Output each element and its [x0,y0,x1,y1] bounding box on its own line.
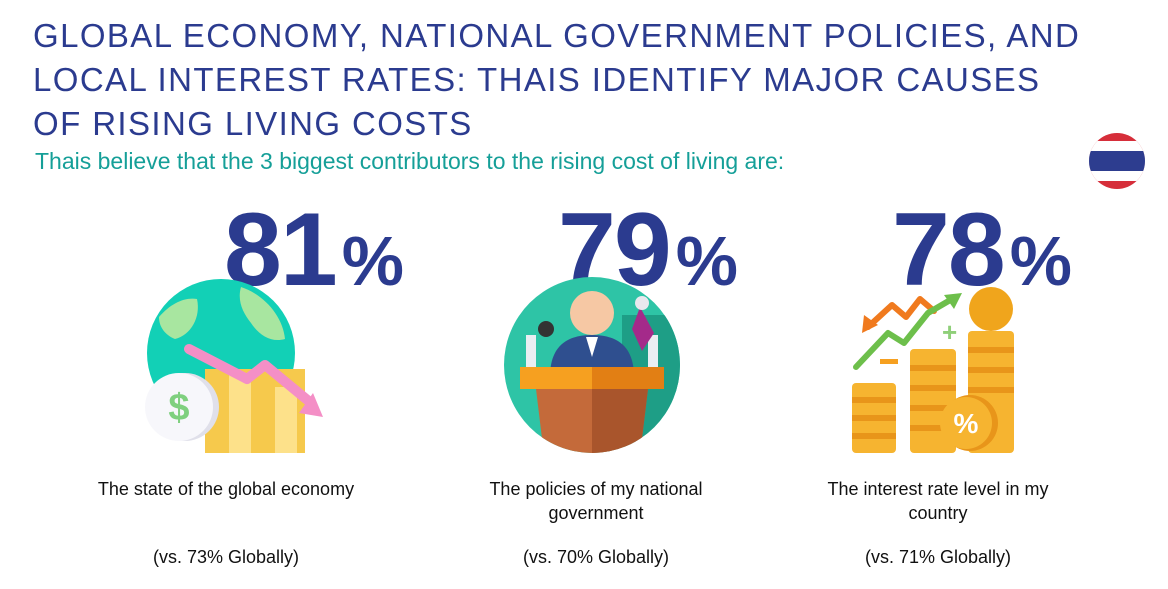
thailand-flag-icon [1089,133,1145,189]
stat-comparison: (vs. 73% Globally) [152,547,300,567]
page-subtitle: Thais believe that the 3 biggest contrib… [35,148,785,174]
stat-value: 78 [892,192,1006,308]
stat-comparison: (vs. 71% Globally) [864,547,1012,567]
stat-label: The interest rate level in my country [827,479,1049,523]
percent-sign: % [1009,222,1072,300]
stat-card-global-economy: 81% $ The state of the global economy (v… [98,195,480,585]
coin-stacks-interest-icon: + % [852,287,1014,453]
politician-podium-icon [504,277,680,453]
svg-text:%: % [954,408,979,439]
stat-label: The state of the global economy [97,479,355,499]
stat-card-interest-rate: 78% + % The interest rate level in my co… [808,195,1168,585]
svg-text:+: + [942,317,957,347]
svg-text:$: $ [168,387,189,429]
stat-card-national-government: 79% The policies of my national governme… [466,195,846,585]
stat-label: The policies of my national government [489,479,703,523]
page-title: GLOBAL ECONOMY, NATIONAL GOVERNMENT POLI… [33,17,1081,142]
globe-declining-economy-icon: $ [145,279,323,453]
percent-sign: % [341,222,404,300]
stat-percentage: 78% [892,192,1072,316]
stat-comparison: (vs. 70% Globally) [522,547,670,567]
percent-sign: % [675,222,738,300]
